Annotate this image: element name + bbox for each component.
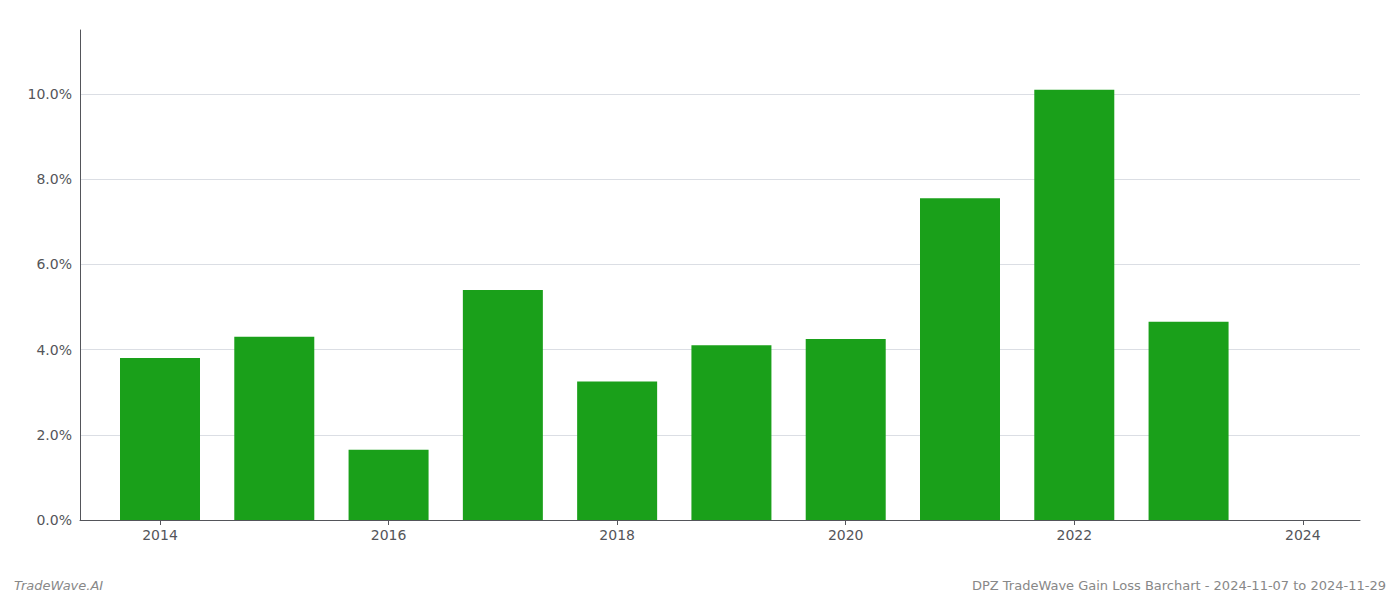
svg-text:4.0%: 4.0% xyxy=(36,342,72,358)
svg-text:10.0%: 10.0% xyxy=(28,86,72,102)
svg-text:2024: 2024 xyxy=(1285,527,1321,543)
svg-text:2014: 2014 xyxy=(142,527,178,543)
svg-text:2020: 2020 xyxy=(828,527,864,543)
svg-text:8.0%: 8.0% xyxy=(36,171,72,187)
svg-text:2.0%: 2.0% xyxy=(36,427,72,443)
svg-text:2018: 2018 xyxy=(599,527,635,543)
svg-text:2016: 2016 xyxy=(371,527,407,543)
svg-text:DPZ TradeWave Gain Loss Barcha: DPZ TradeWave Gain Loss Barchart - 2024-… xyxy=(972,578,1386,593)
svg-text:2022: 2022 xyxy=(1056,527,1092,543)
svg-text:0.0%: 0.0% xyxy=(36,512,72,528)
svg-text:TradeWave.AI: TradeWave.AI xyxy=(14,578,103,593)
svg-text:6.0%: 6.0% xyxy=(36,256,72,272)
